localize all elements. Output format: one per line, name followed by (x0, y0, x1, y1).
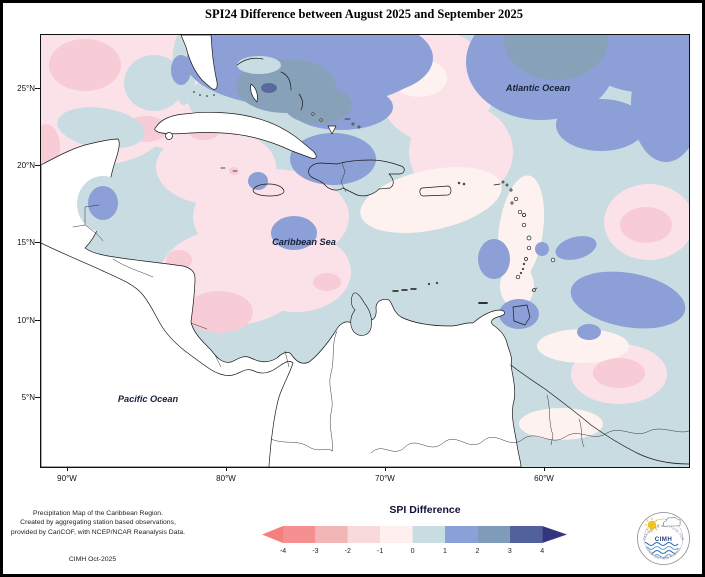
colorbar-seg-5 (445, 526, 478, 543)
dark-blue-spot (261, 83, 277, 93)
xtick-mark-90w (67, 467, 68, 471)
cbar-tick-1: 1 (443, 548, 447, 555)
coastlines-and-borders (41, 57, 689, 467)
jamaica (252, 183, 285, 197)
ytick-10n: 10°N (17, 316, 35, 325)
cbar-tick-2: 2 (475, 548, 479, 555)
attribution-line-1: Precipitation Map of the Caribbean Regio… (33, 510, 163, 517)
ytick-15n: 15°N (17, 238, 35, 247)
lake-maracaibo (350, 292, 372, 336)
guyana-coastline (510, 364, 689, 465)
colorbar-seg-7 (509, 526, 543, 543)
attribution-line-2: Created by aggregating station based obs… (20, 519, 176, 527)
ytick-mark-20n (35, 165, 40, 166)
ytick-mark-25n (35, 88, 40, 89)
belize-blue-blob (88, 186, 118, 220)
pacific-ocean-label: Pacific Ocean (118, 394, 179, 404)
trinidad (512, 304, 531, 326)
xtick-mark-60w (544, 467, 545, 471)
attribution-line-3: provided by CariCOF, with NCEP/NCAR Rean… (10, 528, 186, 536)
xtick-60w: 60°W (534, 474, 554, 483)
colorbar-title: SPI Difference (389, 504, 461, 516)
caribbean-spi-map: Atlantic Ocean Caribbean Sea Pacific Oce… (41, 35, 689, 467)
cbar-tick-3: 3 (508, 548, 512, 555)
hispaniola (308, 159, 405, 197)
teal-regions (236, 35, 608, 124)
mainland-americas (41, 138, 522, 467)
cbar-tick--3: -3 (312, 548, 318, 555)
xtick-70w: 70°W (375, 474, 395, 483)
caribbean-sea-label: Caribbean Sea (272, 237, 336, 247)
sun-icon (644, 517, 660, 533)
logo-inner-ring (643, 518, 684, 559)
ytick-25n: 25°N (17, 84, 35, 93)
cbar-tick-4: 4 (540, 548, 544, 555)
ytick-mark-10n (35, 320, 40, 321)
credit-text: CIMH Oct-2025 (68, 556, 117, 563)
cbar-tick--1: -1 (377, 548, 383, 555)
colorbar-seg-4 (412, 526, 445, 543)
land-masses (41, 35, 522, 467)
ytick-20n: 20°N (17, 161, 35, 170)
cbar-tick--2: -2 (345, 548, 351, 555)
map-plot-area: Atlantic Ocean Caribbean Sea Pacific Oce… (40, 34, 690, 468)
colorbar: -4 -3 -2 -1 0 1 2 3 4 (262, 526, 567, 555)
florida (180, 35, 218, 90)
isle-of-youth (165, 132, 173, 140)
logo-acronym: CIMH (655, 536, 673, 543)
ocean-labels: Atlantic Ocean Caribbean Sea Pacific Oce… (118, 83, 571, 404)
attribution-text: Precipitation Map of the Caribbean Regio… (5, 509, 191, 537)
colorbar-arrow-left (262, 526, 283, 543)
cloud-icon (663, 516, 681, 527)
bahamas-islands (236, 57, 361, 135)
florida-keys (193, 91, 215, 97)
colorbar-seg-3 (380, 526, 413, 543)
small-islands (220, 167, 488, 304)
xtick-mark-70w (385, 467, 386, 471)
colorbar-arrow-right (542, 526, 567, 543)
bahamas-light-lens (237, 56, 281, 74)
atlantic-ocean-label: Atlantic Ocean (505, 83, 571, 93)
ytick-5n: 5°N (21, 393, 35, 402)
colorbar-seg-0 (283, 526, 316, 543)
ytick-mark-5n (35, 397, 40, 398)
cimh-logo: CARIBBEAN INSTITUTE FOR METEOROLOGY AND … (636, 511, 690, 565)
colorbar-seg-1 (315, 526, 348, 543)
colorbar-seg-6 (477, 526, 510, 543)
lesser-antilles (493, 180, 556, 292)
cbar-tick-0: 0 (411, 548, 415, 555)
puerto-rico (419, 185, 452, 197)
cbar-tick--4: -4 (280, 548, 286, 555)
xtick-mark-80w (226, 467, 227, 471)
xtick-90w: 90°W (57, 474, 77, 483)
political-borders (72, 162, 689, 454)
colorbar-seg-2 (347, 526, 381, 543)
xtick-80w: 80°W (216, 474, 236, 483)
near-white-regions (360, 59, 629, 440)
pacific-coastline (41, 242, 294, 467)
ytick-mark-15n (35, 242, 40, 243)
page-title: SPI24 Difference between August 2025 and… (205, 7, 523, 21)
